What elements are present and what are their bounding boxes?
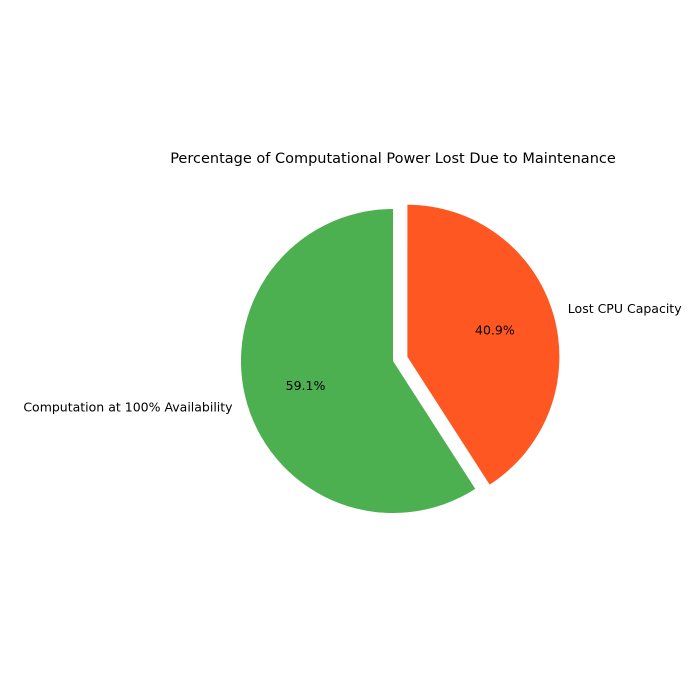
pie-slices [240, 204, 560, 513]
pie-slice-computation-at-100-availability [240, 209, 476, 513]
pie-percent-label-computation-at-100-availability: 59.1% [286, 378, 326, 393]
chart-title: Percentage of Computational Power Lost D… [170, 151, 616, 167]
pie-percent-label-lost-cpu-capacity: 40.9% [475, 323, 515, 338]
pie-slice-lost-cpu-capacity [407, 204, 560, 485]
pie-category-label-computation-at-100-availability: Computation at 100% Availability [23, 400, 233, 415]
pie-labels: 59.1% Computation at 100% Availability 40.… [23, 301, 682, 415]
pie-category-label-lost-cpu-capacity: Lost CPU Capacity [568, 301, 682, 316]
